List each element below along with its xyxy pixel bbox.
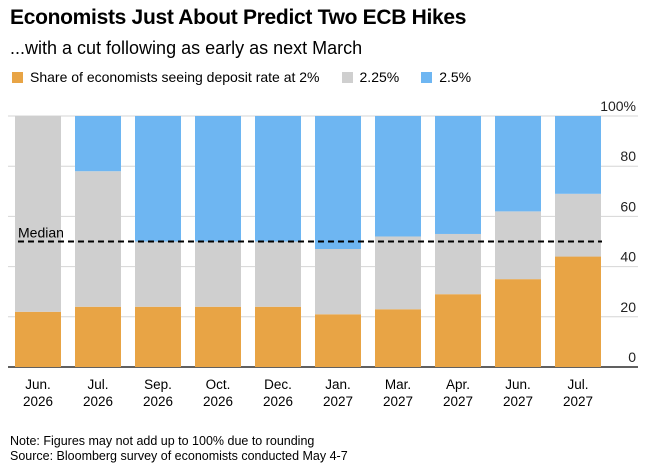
x-tick-label-month: Apr. <box>446 377 470 392</box>
x-tick-label-year: 2026 <box>23 394 53 409</box>
chart-subtitle: ...with a cut following as early as next… <box>10 38 363 58</box>
bar-segment-225pct <box>15 116 61 312</box>
x-tick-label-month: Sep. <box>144 377 172 392</box>
x-tick-label-year: 2026 <box>143 394 173 409</box>
x-tick-label-month: Jun. <box>25 377 51 392</box>
chart-notes: Note: Figures may not add up to 100% due… <box>10 434 348 464</box>
bar-segment-2pct <box>195 306 241 367</box>
bar-segment-225pct <box>495 211 541 280</box>
bar-segment-225pct <box>315 249 361 315</box>
stacked-bar-chart: 100% 80 60 40 20 0 Jun. 2026 Jul. 2026 Sep. 2026 Oct… <box>8 98 638 409</box>
chart-title: Economists Just About Predict Two ECB Hi… <box>10 6 467 29</box>
bar-segment-2pct <box>15 311 61 367</box>
legend-label-2pct: Share of economists seeing deposit rate … <box>30 69 320 85</box>
x-tick-label-year: 2027 <box>563 394 593 409</box>
bar-segment-2pct <box>135 306 181 367</box>
bar-segment-225pct <box>75 171 121 307</box>
legend-label-25pct: 2.5% <box>439 69 472 85</box>
bar-segment-25pct <box>75 116 121 172</box>
bar-segment-25pct <box>495 116 541 212</box>
median-label: Median <box>18 225 64 241</box>
bar-segment-25pct <box>195 116 241 242</box>
x-tick-label-year: 2027 <box>503 394 533 409</box>
bar-segment-2pct <box>315 314 361 367</box>
x-tick-label-year: 2026 <box>83 394 113 409</box>
bar-segment-2pct <box>555 256 601 367</box>
bar-segment-225pct <box>195 241 241 307</box>
legend-item-25pct: 2.5% <box>421 69 471 85</box>
legend: Share of economists seeing deposit rate … <box>12 68 493 86</box>
bar-segment-25pct <box>135 116 181 242</box>
legend-item-2pct: Share of economists seeing deposit rate … <box>12 69 320 85</box>
legend-item-225pct: 2.25% <box>341 69 400 85</box>
x-tick-label-year: 2027 <box>323 394 353 409</box>
bar-segment-225pct <box>135 241 181 307</box>
y-tick-label: 80 <box>620 148 636 164</box>
y-tick-label: 40 <box>620 249 636 265</box>
bar-segment-25pct <box>315 116 361 250</box>
bar-segment-2pct <box>75 306 121 367</box>
x-tick-label-month: Jul. <box>87 377 108 392</box>
x-tick-label-month: Jan. <box>325 377 351 392</box>
x-tick-label-year: 2026 <box>203 394 233 409</box>
source-text: Source: Bloomberg survey of economists c… <box>10 449 348 463</box>
bar-segment-25pct <box>435 116 481 234</box>
y-tick-label: 100% <box>600 98 636 114</box>
legend-swatch-225pct <box>341 71 353 83</box>
bar-segment-2pct <box>495 279 541 367</box>
y-tick-label: 20 <box>620 299 636 315</box>
bar-segment-2pct <box>435 294 481 367</box>
note-text: Note: Figures may not add up to 100% due… <box>10 434 315 448</box>
x-tick-label-month: Oct. <box>206 377 231 392</box>
bar-segment-225pct <box>435 233 481 295</box>
bar-segment-25pct <box>555 116 601 194</box>
bar-segment-225pct <box>255 241 301 307</box>
x-tick-label-month: Dec. <box>264 377 292 392</box>
bar-segment-25pct <box>255 116 301 242</box>
x-tick-label-year: 2027 <box>383 394 413 409</box>
legend-swatch-2pct <box>12 71 23 83</box>
x-tick-label-month: Jul. <box>567 377 588 392</box>
bar-segment-225pct <box>375 236 421 310</box>
y-tick-label: 0 <box>628 349 636 365</box>
bar-segment-2pct <box>375 309 421 367</box>
y-tick-label: 60 <box>620 198 636 214</box>
legend-label-225pct: 2.25% <box>359 69 400 85</box>
legend-swatch-25pct <box>421 71 433 83</box>
x-tick-label-month: Jun. <box>505 377 531 392</box>
bar-segment-2pct <box>255 306 301 367</box>
x-tick-label-year: 2027 <box>443 394 473 409</box>
bar-segment-25pct <box>375 116 421 237</box>
x-tick-label-year: 2026 <box>263 394 293 409</box>
x-tick-label-month: Mar. <box>385 377 411 392</box>
bar-segment-225pct <box>555 193 601 257</box>
